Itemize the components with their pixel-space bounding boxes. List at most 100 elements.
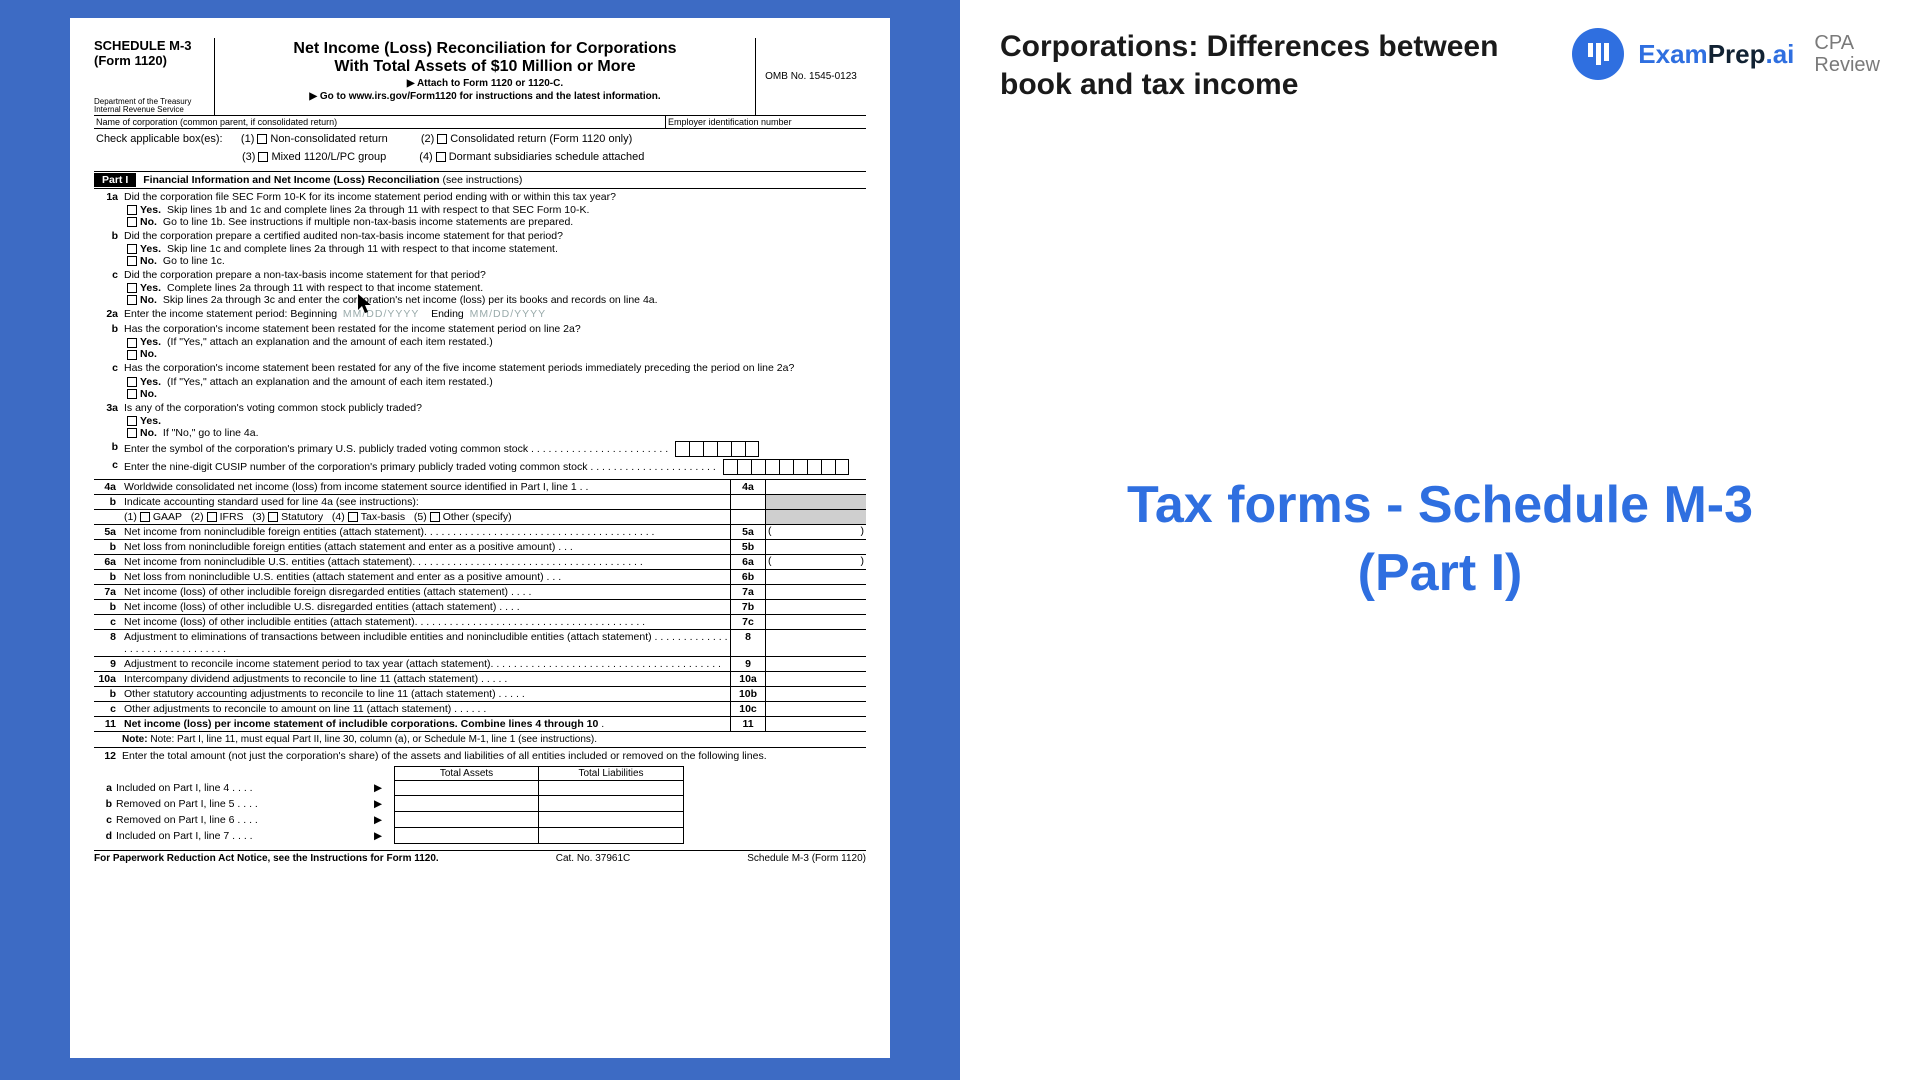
line-9-val[interactable]	[766, 657, 866, 671]
numeric-lines: 4a Worldwide consolidated net income (los…	[94, 479, 866, 732]
q1b-no-box[interactable]	[127, 256, 137, 266]
q3a-no-box[interactable]	[127, 428, 137, 438]
q2c-yes-text: (If "Yes," attach an explanation and the…	[167, 376, 493, 388]
line-7c-text: Net income (loss) of other includible en…	[124, 616, 415, 628]
line-7b-text: Net income (loss) of other includible U.…	[124, 601, 496, 613]
right-big-1: Tax forms - Schedule M-3	[1127, 472, 1753, 540]
q2a-begin-label: Enter the income statement period: Begin…	[124, 308, 337, 320]
line-6a-val[interactable]	[766, 555, 866, 569]
cusip-cells[interactable]	[723, 459, 849, 475]
assets-b: Removed on Part I, line 5	[116, 798, 234, 810]
assets-a: Included on Part I, line 4	[116, 782, 229, 794]
footer-left: For Paperwork Reduction Act Notice, see …	[94, 853, 439, 864]
line-7a-val[interactable]	[766, 585, 866, 599]
assets-a-2[interactable]	[539, 780, 684, 796]
line-5a-val[interactable]	[766, 525, 866, 539]
q1b-yes-text: Skip line 1c and complete lines 2a throu…	[167, 243, 558, 255]
line-8-box: 8	[730, 630, 766, 656]
line-4a-text: Worldwide consolidated net income (loss)…	[124, 481, 577, 493]
q1a-yes-text: Skip lines 1b and 1c and complete lines …	[167, 204, 589, 216]
right-panel: Corporations: Differences between book a…	[960, 0, 1920, 1080]
q1c-yes-box[interactable]	[127, 283, 137, 293]
q3a-no-text: If "No," go to line 4a.	[163, 427, 259, 439]
line-10b-val[interactable]	[766, 687, 866, 701]
checkbox-2[interactable]	[437, 134, 447, 144]
q-3c: Enter the nine-digit CUSIP number of the…	[124, 459, 866, 475]
symbol-cells[interactable]	[675, 441, 759, 457]
q-1a: Did the corporation file SEC Form 10-K f…	[124, 191, 866, 204]
q-2a: Enter the income statement period: Begin…	[124, 308, 866, 321]
checkbox-3-label: Mixed 1120/L/PC group	[271, 151, 386, 163]
line-10c-text: Other adjustments to reconcile to amount…	[124, 703, 451, 715]
opt-statutory[interactable]	[268, 512, 278, 522]
q1a-no-box[interactable]	[127, 217, 137, 227]
q2c-no-box[interactable]	[127, 389, 137, 399]
q1a-yes-box[interactable]	[127, 205, 137, 215]
line-7b-val[interactable]	[766, 600, 866, 614]
q2b-yes-text: (If "Yes," attach an explanation and the…	[167, 336, 493, 348]
q2b-no-box[interactable]	[127, 350, 137, 360]
line-6b-val[interactable]	[766, 570, 866, 584]
line-4b-box	[730, 495, 766, 509]
footer-mid: Cat. No. 37961C	[556, 853, 631, 864]
date-begin[interactable]: MM/DD/YYYY	[343, 308, 420, 320]
assets-b-2[interactable]	[539, 796, 684, 812]
line-9-box: 9	[730, 657, 766, 671]
part1-title: Financial Information and Net Income (Lo…	[143, 174, 439, 186]
q1c-no-box[interactable]	[127, 295, 137, 305]
opt-other[interactable]	[430, 512, 440, 522]
assets-c-1[interactable]	[394, 812, 539, 828]
questions-block: 1aDid the corporation file SEC Form 10-K…	[94, 191, 866, 475]
line-10a-val[interactable]	[766, 672, 866, 686]
q-2b: Has the corporation's income statement b…	[124, 323, 866, 336]
assets-d-1[interactable]	[394, 828, 539, 844]
part1-see: (see instructions)	[442, 174, 522, 186]
q3a-yes-box[interactable]	[127, 416, 137, 426]
line-5a-box: 5a	[730, 525, 766, 539]
q-3a: Is any of the corporation's voting commo…	[124, 402, 866, 415]
line-10c-val[interactable]	[766, 702, 866, 716]
check-label: Check applicable box(es):	[96, 133, 223, 145]
assets-b-1[interactable]	[394, 796, 539, 812]
no-label: No.	[140, 216, 157, 228]
line-10a-box: 10a	[730, 672, 766, 686]
part1-bar: Part I Financial Information and Net Inc…	[94, 171, 866, 189]
line-11-val[interactable]	[766, 717, 866, 731]
line-7c-val[interactable]	[766, 615, 866, 629]
form-title-2: With Total Assets of $10 Million or More	[221, 58, 749, 76]
opt-taxbasis[interactable]	[348, 512, 358, 522]
q2c-yes-box[interactable]	[127, 377, 137, 387]
line-6a-text: Net income from nonincludible U.S. entit…	[124, 556, 412, 568]
checkbox-1[interactable]	[257, 134, 267, 144]
goto-line: ▶ Go to www.irs.gov/Form1120 for instruc…	[221, 91, 749, 102]
line-4a-box: 4a	[730, 480, 766, 494]
line-4a-val[interactable]	[766, 480, 866, 494]
line-12-text: Enter the total amount (not just the cor…	[122, 750, 866, 763]
schedule-m3-form: SCHEDULE M-3 (Form 1120) Department of t…	[70, 18, 890, 1058]
line-4b-val	[766, 495, 866, 509]
line-9-text: Adjustment to reconcile income statement…	[124, 658, 491, 670]
form-title-1: Net Income (Loss) Reconciliation for Cor…	[221, 40, 749, 58]
q1b-yes-box[interactable]	[127, 244, 137, 254]
line-5a-text: Net income from nonincludible foreign en…	[124, 526, 424, 538]
yes-label: Yes.	[140, 204, 161, 216]
line-6b-box: 6b	[730, 570, 766, 584]
checkbox-3[interactable]	[258, 152, 268, 162]
assets-a-1[interactable]	[394, 780, 539, 796]
opt-gaap[interactable]	[140, 512, 150, 522]
line-11-box: 11	[730, 717, 766, 731]
checkbox-4[interactable]	[436, 152, 446, 162]
assets-c-2[interactable]	[539, 812, 684, 828]
line-8-val[interactable]	[766, 630, 866, 656]
line-5b-val[interactable]	[766, 540, 866, 554]
right-big-2: (Part I)	[1127, 540, 1753, 608]
opt-ifrs[interactable]	[207, 512, 217, 522]
checkbox-row-1: Check applicable box(es): (1)Non-consoli…	[94, 129, 866, 147]
q2b-yes-box[interactable]	[127, 338, 137, 348]
q2a-end-label: Ending	[431, 308, 464, 320]
date-end[interactable]: MM/DD/YYYY	[470, 308, 547, 320]
checkbox-1-label: Non-consolidated return	[270, 133, 387, 145]
ein-label: Employer identification number	[666, 116, 866, 128]
assets-d-2[interactable]	[539, 828, 684, 844]
header-middle: Net Income (Loss) Reconciliation for Cor…	[214, 38, 756, 115]
